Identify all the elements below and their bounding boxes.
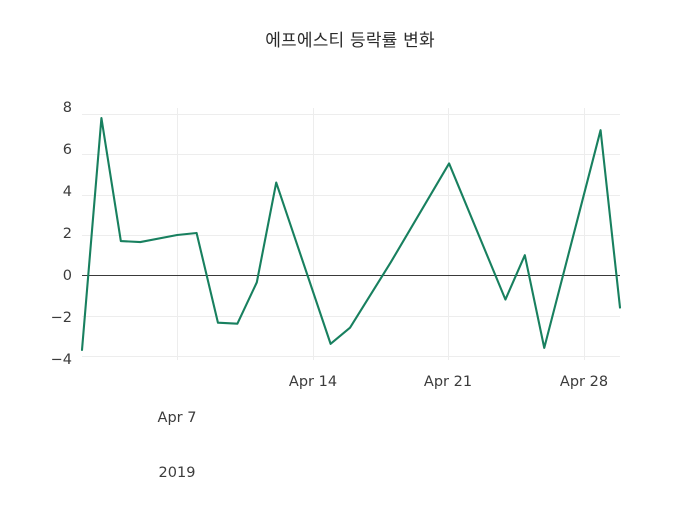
gridline-horizontal — [82, 356, 620, 357]
x-tick-label-apr7: Apr 7 — [157, 410, 197, 427]
gridline-vertical — [584, 108, 585, 360]
y-tick-label-0: 0 — [62, 268, 72, 284]
zero-baseline — [82, 275, 620, 277]
gridline-vertical — [313, 108, 314, 360]
y-tick-label-neg4: −4 — [50, 352, 72, 368]
chart-title: 에프에스티 등락률 변화 — [265, 31, 435, 51]
x-tick-label-apr7-group: Apr 7 2019 — [158, 373, 197, 518]
gridline-vertical — [448, 108, 449, 360]
y-tick-label-6: 6 — [62, 142, 72, 158]
x-tick-label-apr21: Apr 21 — [423, 374, 473, 390]
series-line-path — [80, 117, 622, 351]
chart-container: 에프에스티 등락률 변화 8 6 4 2 0 −2 −4 Apr 7 2019 … — [50, 31, 622, 481]
gridline-horizontal — [82, 315, 620, 317]
x-tick-label-apr14: Apr 14 — [288, 374, 338, 390]
plot-area — [80, 108, 622, 360]
gridline-horizontal — [82, 154, 620, 156]
gridline-horizontal — [82, 194, 620, 196]
gridline-horizontal — [82, 114, 620, 115]
y-tick-label-neg2: −2 — [50, 310, 72, 326]
line-series-chart — [80, 117, 622, 351]
y-tick-label-2: 2 — [62, 226, 72, 242]
x-axis-year-label: 2019 — [158, 464, 196, 481]
x-tick-label-apr28: Apr 28 — [559, 374, 609, 390]
y-tick-label-8: 8 — [62, 100, 72, 116]
y-tick-label-4: 4 — [62, 184, 72, 200]
gridline-horizontal — [82, 235, 620, 236]
